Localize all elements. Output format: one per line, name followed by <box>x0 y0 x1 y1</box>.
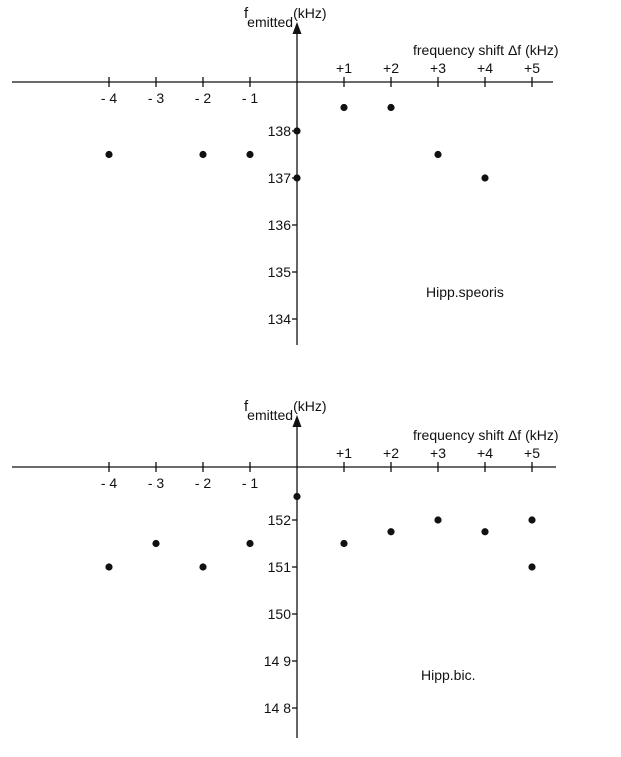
x-tick-label: +5 <box>524 60 540 76</box>
data-point <box>481 528 489 536</box>
chart-panel-1: - 4 - 3 - 2 - 1 +1 +2 +3 +4 +5 134 135 136 137 138 fem… <box>12 5 559 345</box>
data-point <box>246 150 254 159</box>
x-tick-label: - 2 <box>195 90 212 106</box>
x-tick-label: +2 <box>383 445 399 461</box>
data-point <box>340 539 348 548</box>
data-point <box>528 516 536 524</box>
data-point <box>293 174 301 182</box>
data-point <box>387 103 395 112</box>
species-annotation: Hipp.bic. <box>421 667 475 683</box>
y-tick-label: 14 9 <box>264 653 291 669</box>
x-tick-label: - 4 <box>101 475 118 491</box>
y-tick-label: 135 <box>268 264 292 280</box>
x-tick-label: +1 <box>336 60 352 76</box>
x-tick-label: +4 <box>477 60 493 76</box>
y-tick-label: 137 <box>268 170 292 186</box>
y-tick-label: 136 <box>268 217 292 233</box>
y-axis-arrow <box>292 22 302 34</box>
y-tick-label: 14 8 <box>264 700 291 716</box>
data-point <box>246 539 254 548</box>
data-point <box>387 528 395 536</box>
y-axis-label: femitted(kHz) <box>244 5 327 30</box>
x-axis-label: frequency shift Δf (kHz) <box>413 42 559 58</box>
data-point <box>481 174 489 182</box>
x-tick-label: - 3 <box>148 475 165 491</box>
y-tick-label: 150 <box>268 606 292 622</box>
x-tick-label: +3 <box>430 445 446 461</box>
x-tick-label: - 1 <box>242 90 259 106</box>
y-tick-label: 151 <box>268 559 292 575</box>
x-tick-label: - 4 <box>101 90 118 106</box>
x-axis-label: frequency shift Δf (kHz) <box>413 427 559 443</box>
x-tick-label: - 2 <box>195 475 212 491</box>
data-point <box>434 150 442 159</box>
data-point <box>528 563 536 571</box>
data-point <box>293 492 301 501</box>
x-tick-label: +3 <box>430 60 446 76</box>
y-tick-label: 138 <box>268 123 292 139</box>
y-tick-label: 152 <box>268 512 292 528</box>
chart-panel-2: - 4 - 3 - 2 - 1 +1 +2 +3 +4 +5 14 8 14 9 150 151 152 f… <box>12 398 559 738</box>
x-tick-label: +2 <box>383 60 399 76</box>
x-tick-label: +5 <box>524 445 540 461</box>
x-tick-label: +4 <box>477 445 493 461</box>
data-point <box>199 150 207 159</box>
data-point <box>152 539 160 548</box>
y-axis-label: femitted(kHz) <box>244 398 327 423</box>
x-tick-label: - 3 <box>148 90 165 106</box>
data-point <box>105 563 113 571</box>
data-point <box>199 563 207 571</box>
x-tick-label: - 1 <box>242 475 259 491</box>
data-point <box>105 150 113 159</box>
y-axis-arrow <box>292 415 302 427</box>
data-point <box>340 103 348 112</box>
species-annotation: Hipp.speoris <box>426 284 504 300</box>
data-point <box>434 516 442 524</box>
data-point <box>293 127 301 135</box>
x-tick-label: +1 <box>336 445 352 461</box>
y-tick-label: 134 <box>268 311 292 327</box>
